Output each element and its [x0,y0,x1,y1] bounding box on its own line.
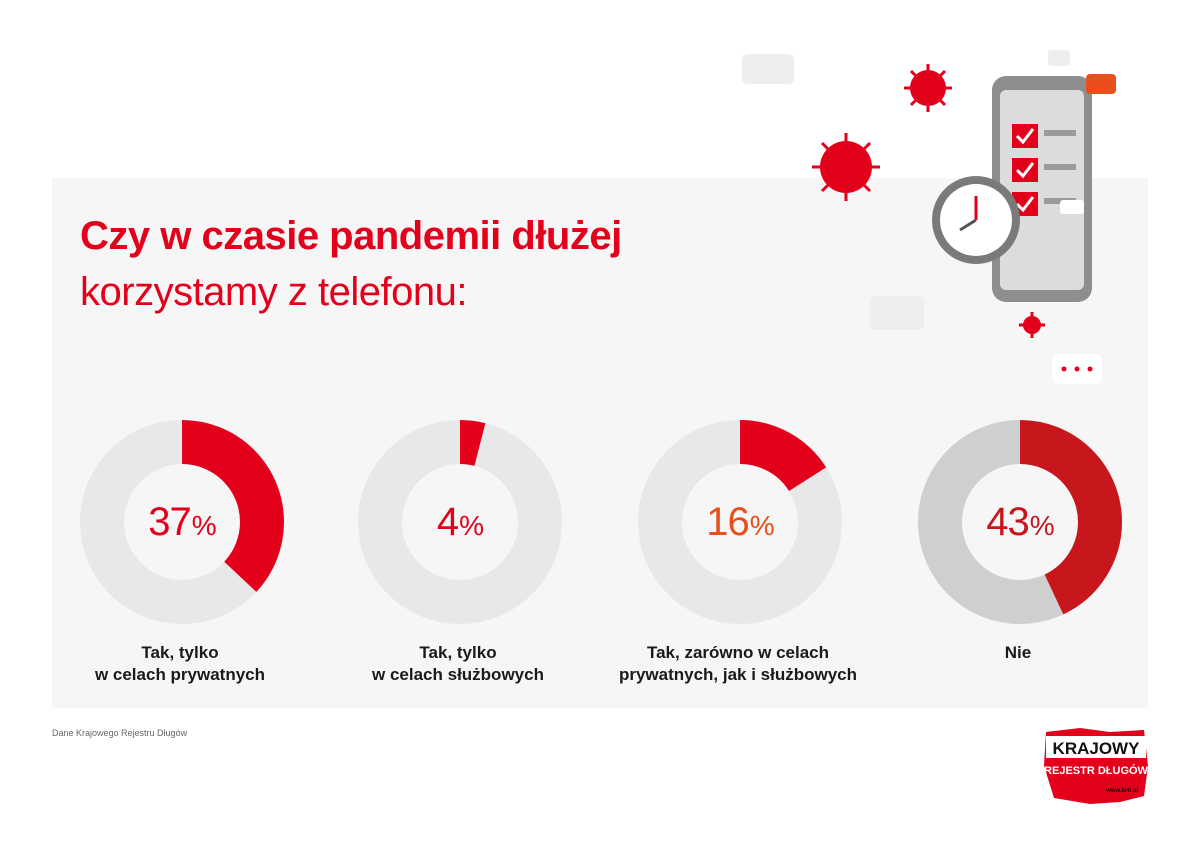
svg-text:KRAJOWY: KRAJOWY [1053,739,1141,758]
category-label-line: w celach służbowych [372,665,544,684]
virus-spikes-icon [812,64,1045,338]
category-label: Tak, zarówno w celach prywatnych, jak i s… [588,642,888,686]
donut-chart: 37% [80,420,284,624]
donut-slice [358,420,562,624]
page-subtitle: korzystamy z telefonu: [80,270,467,314]
category-label-line: Tak, tylko [419,643,497,662]
donut-slice [638,420,842,624]
category-label: Tak, tylko w celach służbowych [308,642,608,686]
donut-slice [80,420,284,624]
category-label-line: prywatnych, jak i służbowych [618,665,858,684]
donut-value-label: 16% [638,420,842,624]
percent-sign: % [459,510,484,541]
donut-value: 37 [148,499,191,544]
donut-value-label: 43% [918,420,1122,624]
svg-text:www.krd.pl: www.krd.pl [1105,788,1138,794]
donut-value: 43 [986,499,1029,544]
category-label: Nie [868,642,1168,664]
clock-icon [932,176,1020,264]
donut-value-label: 4% [358,420,562,624]
donut-chart: 43% [918,420,1122,624]
donut-value-label: 37% [80,420,284,624]
category-label-line: w celach prywatnych [94,665,266,684]
percent-sign: % [1029,510,1055,541]
percent-sign: % [191,510,217,541]
smartphone-icon [992,76,1092,302]
source-note: Dane Krajowego Rejestru Długów [52,728,188,738]
page-title: Czy w czasie pandemii dłużej [80,214,622,258]
category-label-line: Tak, zarówno w celach [646,643,830,662]
category-label-line: Tak, tylko [141,643,219,662]
krd-logo: KRAJOWY REJESTR DŁUGÓW www.krd.pl [1044,728,1149,804]
category-label: Tak, tylko w celach prywatnych [30,642,330,686]
phone-illustration [742,50,1116,384]
donut-chart: 4% [358,420,562,624]
donut-value: 16 [706,499,749,544]
percent-sign: % [749,510,775,541]
dots-icon [1061,366,1093,372]
donut-slice [918,420,1122,624]
category-label-line: Nie [1004,643,1032,662]
donut-value: 4 [436,499,459,544]
svg-text:REJESTR DŁUGÓW: REJESTR DŁUGÓW [1044,764,1149,777]
donut-chart: 16% [638,420,842,624]
